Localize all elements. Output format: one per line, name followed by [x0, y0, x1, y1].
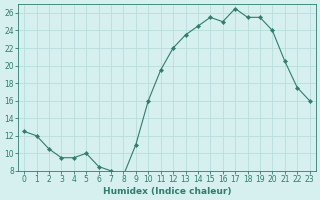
X-axis label: Humidex (Indice chaleur): Humidex (Indice chaleur): [103, 187, 231, 196]
